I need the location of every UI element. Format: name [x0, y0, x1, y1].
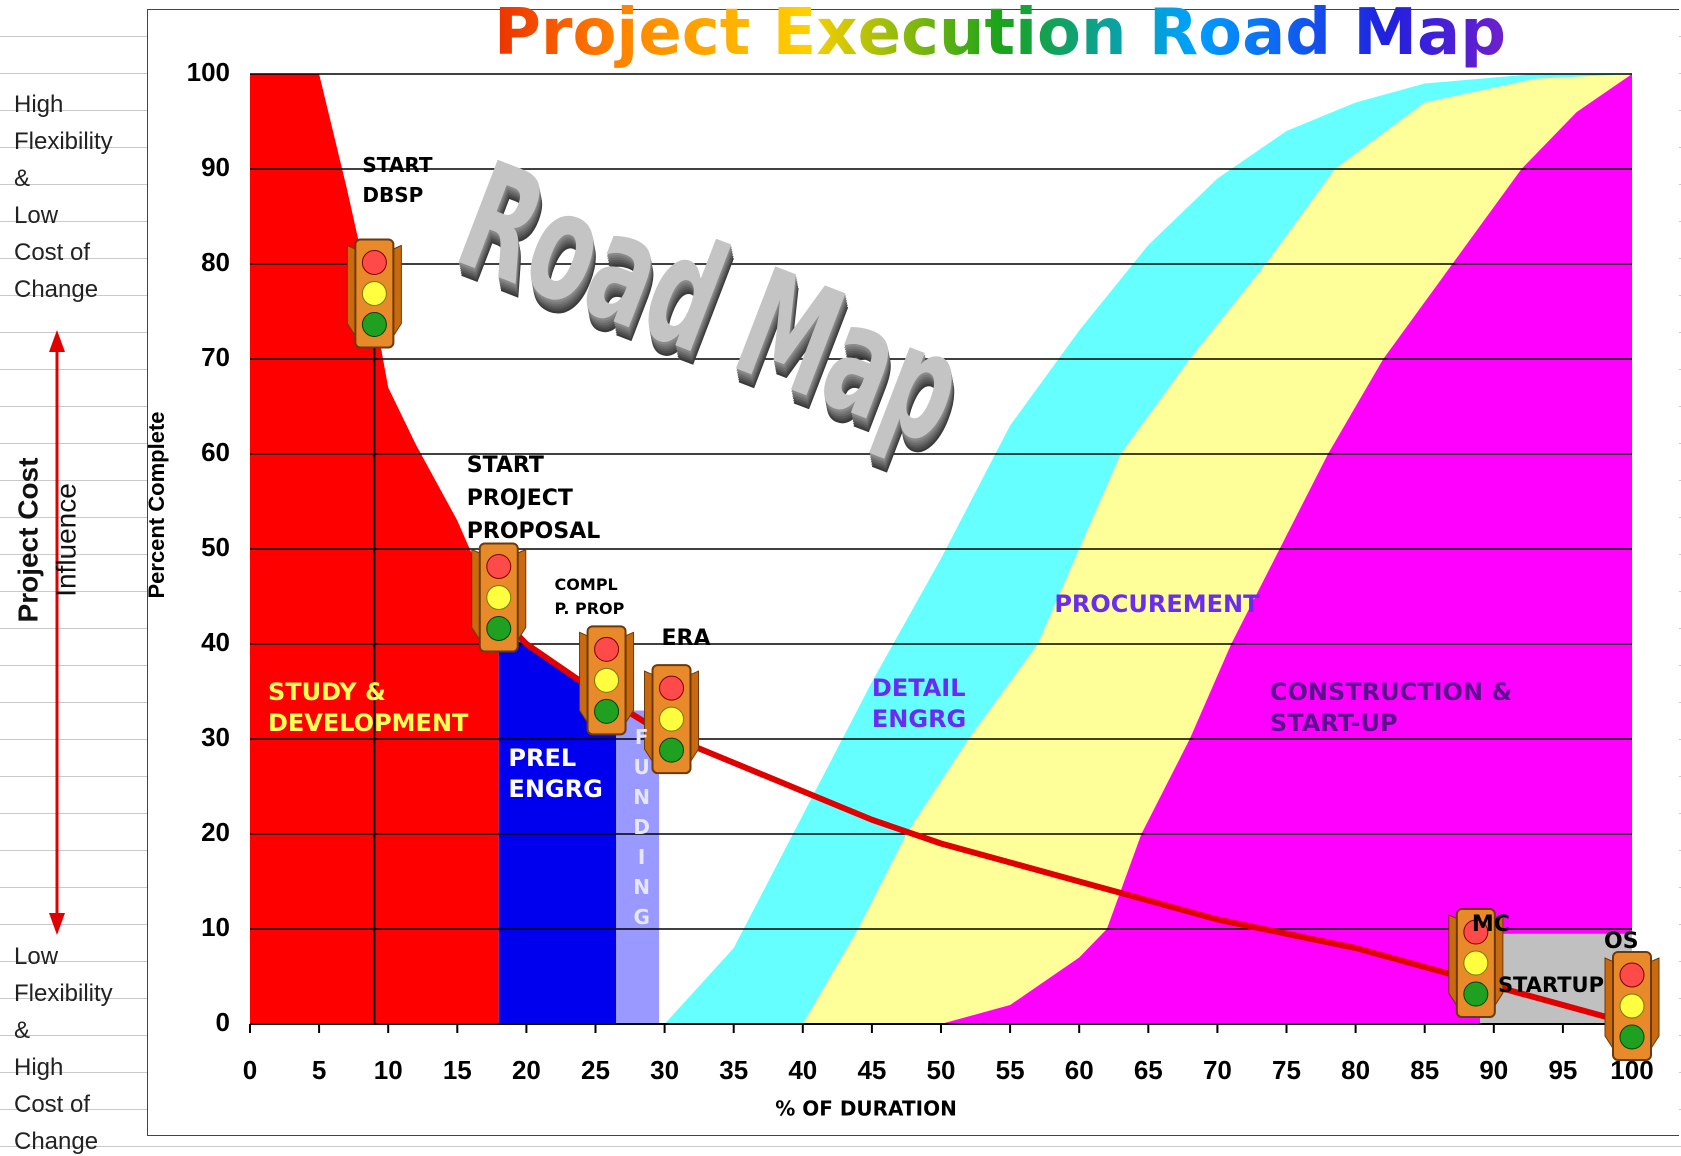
phase-label: PROCUREMENT	[1054, 589, 1259, 620]
y-tick-label: 50	[201, 532, 230, 562]
x-tick-label: 20	[512, 1055, 541, 1085]
side-label: Flexibility	[14, 123, 113, 160]
phase-label: STARTUP	[1498, 972, 1604, 999]
page: 0 10 20 30 40 50 60 70 80 90 100 0 5 10 15 20 25 30 35 40 45…	[0, 0, 1681, 1156]
milestone-label: ERA	[662, 622, 711, 655]
y-tick-label: 80	[201, 247, 230, 277]
traffic-light	[472, 544, 526, 652]
side-label: Cost of	[14, 1086, 90, 1123]
x-tick-label: 95	[1548, 1055, 1577, 1085]
light-green	[487, 617, 511, 641]
side-label: High	[14, 86, 63, 123]
y-axis-label: Percent Complete	[144, 411, 169, 598]
x-tick-label: 5	[312, 1055, 326, 1085]
milestone-label: COMPL P. PROP	[555, 573, 633, 621]
y-tick-label: 60	[201, 437, 230, 467]
light-yellow	[660, 707, 684, 731]
x-tick-label: 70	[1203, 1055, 1232, 1085]
x-tick-label: 90	[1479, 1055, 1508, 1085]
arrow-head	[49, 330, 65, 352]
side-label: Low	[14, 938, 58, 975]
x-tick-label: 85	[1410, 1055, 1439, 1085]
influence-label: Project Cost	[12, 458, 43, 623]
light-red	[595, 637, 619, 661]
light-red	[487, 555, 511, 579]
y-tick-label: 70	[201, 342, 230, 372]
x-tick-label: 60	[1065, 1055, 1094, 1085]
milestone-label: START DBSP	[362, 150, 432, 210]
light-yellow	[1620, 994, 1644, 1018]
traffic-light	[580, 626, 634, 734]
x-tick-label: 35	[719, 1055, 748, 1085]
chart-title: Project Execution Road Map	[420, 0, 1580, 70]
side-label: &	[14, 160, 30, 197]
light-green	[660, 738, 684, 762]
x-axis-label: % OF DURATION	[775, 1097, 957, 1121]
side-label: Low	[14, 197, 58, 234]
milestone-label: OS	[1604, 925, 1639, 958]
x-tick-label: 55	[996, 1055, 1025, 1085]
x-tick-label: 80	[1341, 1055, 1370, 1085]
x-tick-label: 30	[650, 1055, 679, 1085]
x-tick-label: 10	[374, 1055, 403, 1085]
light-green	[1464, 982, 1488, 1006]
light-yellow	[595, 668, 619, 692]
traffic-light	[347, 240, 401, 348]
y-tick-label: 30	[201, 722, 230, 752]
x-tick-label: 0	[243, 1055, 257, 1085]
chart: 0 10 20 30 40 50 60 70 80 90 100 0 5 10 15 20 25 30 35 40 45…	[0, 0, 1681, 1156]
side-label: Change	[14, 1123, 98, 1156]
light-yellow	[487, 586, 511, 610]
light-yellow	[362, 282, 386, 306]
phase-label: PREL ENGRG	[508, 743, 602, 805]
y-tick-label: 90	[201, 152, 230, 182]
side-label: Cost of	[14, 234, 90, 271]
light-green	[595, 699, 619, 723]
light-green	[362, 313, 386, 337]
y-tick-label: 10	[201, 912, 230, 942]
milestone-label: START PROJECT PROPOSAL	[467, 449, 600, 548]
side-label: Flexibility	[14, 975, 113, 1012]
light-red	[362, 251, 386, 275]
milestone-label: MC	[1472, 908, 1510, 941]
y-tick-label: 100	[187, 57, 230, 87]
side-label: High	[14, 1049, 63, 1086]
x-tick-label: 15	[443, 1055, 472, 1085]
light-yellow	[1464, 951, 1488, 975]
phase-label: FUNDING	[629, 725, 655, 935]
phase-label: STUDY & DEVELOPMENT	[268, 677, 468, 739]
traffic-light	[1605, 952, 1659, 1060]
x-tick-label: 45	[857, 1055, 886, 1085]
y-tick-label: 40	[201, 627, 230, 657]
phase-label: DETAIL ENGRG	[872, 673, 966, 735]
y-tick-label: 20	[201, 817, 230, 847]
y-tick-label: 0	[216, 1007, 230, 1037]
x-tick-label: 25	[581, 1055, 610, 1085]
influence-label: Influence	[50, 483, 81, 597]
phase-label: CONSTRUCTION & START-UP	[1270, 677, 1540, 739]
x-tick-label: 75	[1272, 1055, 1301, 1085]
light-green	[1620, 1025, 1644, 1049]
side-label: Change	[14, 271, 98, 308]
x-tick-label: 40	[788, 1055, 817, 1085]
light-red	[660, 676, 684, 700]
x-tick-label: 50	[927, 1055, 956, 1085]
light-red	[1620, 963, 1644, 987]
side-label: &	[14, 1012, 30, 1049]
arrow-head	[49, 913, 65, 935]
x-tick-label: 65	[1134, 1055, 1163, 1085]
